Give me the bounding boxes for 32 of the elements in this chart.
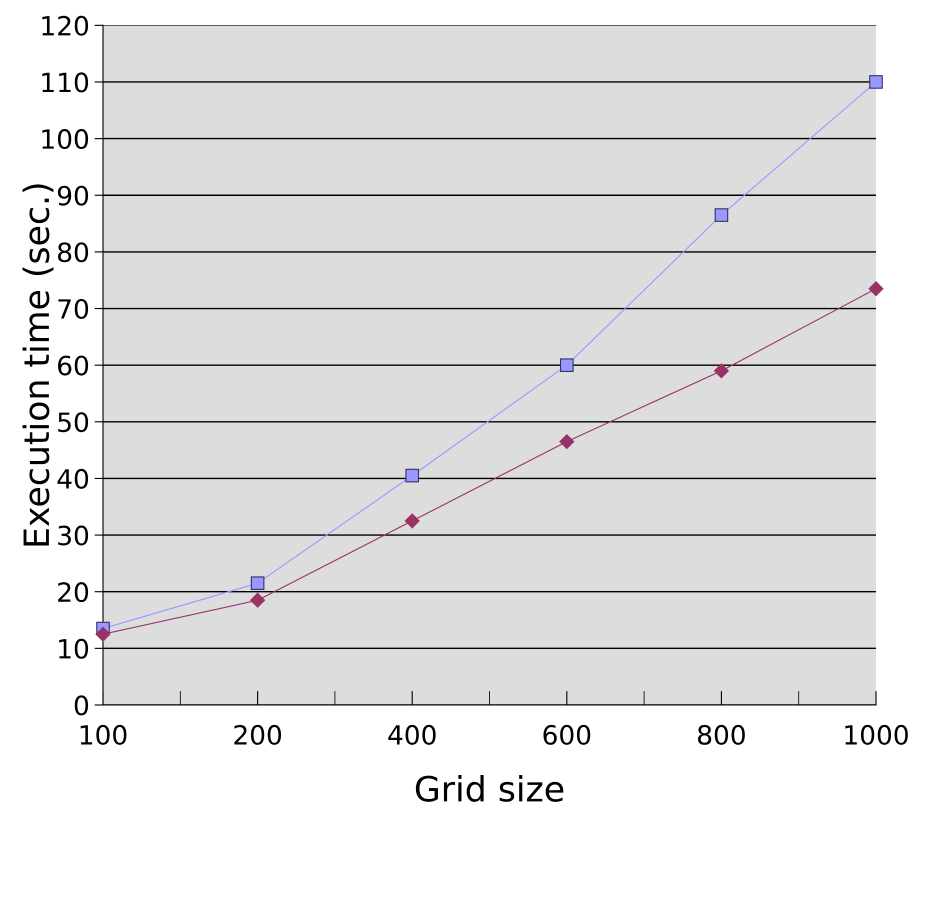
point	[404, 513, 420, 528]
y-tick-label: 80	[58, 242, 88, 262]
point	[714, 208, 728, 222]
point	[96, 626, 110, 642]
point	[560, 358, 574, 372]
y-tick-label: 50	[58, 412, 88, 432]
point	[250, 576, 264, 590]
x-tick-label: 400	[388, 724, 436, 745]
y-tick-label: 60	[58, 356, 88, 376]
y-tick-label: 90	[58, 186, 88, 206]
y-tick-label: 100	[42, 129, 88, 150]
point	[714, 363, 729, 378]
y-tick-label: 120	[42, 16, 88, 36]
x-tick-label: 100	[80, 724, 126, 745]
point	[868, 281, 884, 296]
y-axis-title: Execution time (sec.)	[22, 184, 54, 546]
point	[559, 434, 574, 450]
x-tick-label: 1000	[845, 724, 908, 745]
y-tick-label: 40	[58, 468, 88, 489]
x-axis-title: Grid size	[416, 774, 564, 802]
x-tick-label: 200	[234, 724, 282, 745]
x-tick-label: 600	[543, 724, 590, 745]
y-tick-label: 10	[59, 638, 88, 659]
y-tick-label: 20	[58, 582, 88, 602]
point	[869, 75, 883, 89]
y-tick-label: 70	[58, 298, 88, 319]
x-tick-label: 800	[698, 724, 745, 745]
point	[250, 592, 266, 608]
point	[405, 468, 420, 482]
y-tick-label: 110	[42, 72, 88, 92]
y-tick-label: 30	[58, 526, 88, 546]
y-tick-label: 0	[74, 695, 88, 716]
